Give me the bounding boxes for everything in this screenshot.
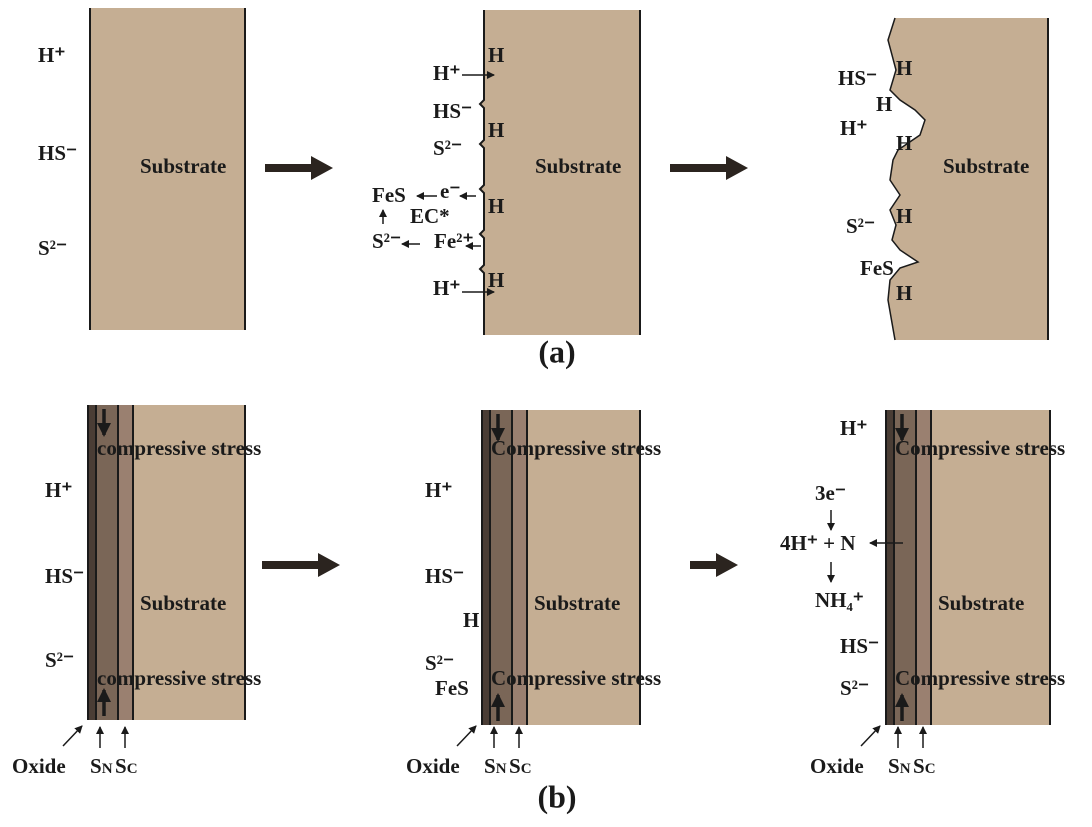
label: S²⁻: [372, 229, 401, 253]
label: H⁺: [425, 478, 452, 502]
label: Oxide: [810, 754, 864, 778]
layer-label: SN: [888, 754, 911, 778]
layer-label: SN: [484, 754, 507, 778]
edge-line: [480, 10, 484, 335]
symbol: S: [509, 754, 521, 778]
process-arrow: [265, 156, 333, 180]
layer-label: SN: [90, 754, 113, 778]
arrow: [457, 726, 476, 746]
label: HS⁻: [838, 66, 877, 90]
process-arrow: [262, 553, 340, 577]
label: FeS: [372, 183, 406, 207]
layer-label: SC: [509, 754, 532, 778]
label: 4H⁺ + N: [780, 531, 856, 555]
symbol: S: [484, 754, 496, 778]
subscript: N: [102, 761, 113, 777]
label: HS⁻: [433, 99, 472, 123]
label: H: [896, 131, 912, 155]
label: H⁺: [433, 276, 460, 300]
symbol: S: [913, 754, 925, 778]
label: HS⁻: [425, 564, 464, 588]
label: compressive stress: [97, 436, 261, 460]
label: Compressive stress: [491, 436, 661, 460]
layer-label: SC: [115, 754, 138, 778]
oxide-layer: [482, 410, 490, 725]
label: H: [488, 268, 504, 292]
label: H⁺: [45, 478, 72, 502]
label: H: [488, 194, 504, 218]
diagram: H⁺HS⁻S²⁻SubstrateH⁺HS⁻S²⁻H⁺HHHHFeSe⁻EC*S…: [0, 0, 1092, 827]
label: Substrate: [938, 591, 1024, 615]
label: e⁻: [440, 179, 460, 203]
label: H: [488, 43, 504, 67]
label: Substrate: [534, 591, 620, 615]
oxide-layer: [886, 410, 894, 725]
label: S²⁻: [38, 236, 67, 260]
label: H⁺: [840, 116, 867, 140]
label: NH₄⁺: [815, 588, 864, 612]
label: S²⁻: [45, 648, 74, 672]
label: Fe²⁺: [434, 229, 474, 253]
subscript: C: [521, 761, 532, 777]
label: Compressive stress: [895, 666, 1065, 690]
label: FeS: [860, 256, 894, 280]
label: H: [488, 118, 504, 142]
arrow: [861, 726, 880, 746]
label: (b): [537, 778, 576, 814]
symbol: S: [115, 754, 127, 778]
oxide-layer: [88, 405, 96, 720]
label: H: [896, 204, 912, 228]
label: H: [876, 92, 892, 116]
subscript: N: [900, 761, 911, 777]
label: H: [896, 56, 912, 80]
label: H⁺: [840, 416, 867, 440]
label: 3e⁻: [815, 481, 846, 505]
label: S²⁻: [846, 214, 875, 238]
label: compressive stress: [97, 666, 261, 690]
arrow: [63, 726, 82, 746]
process-arrow: [670, 156, 748, 180]
label: Compressive stress: [895, 436, 1065, 460]
process-arrow: [690, 553, 738, 577]
label: HS⁻: [840, 634, 879, 658]
label: HS⁻: [38, 141, 77, 165]
label: (a): [538, 333, 575, 369]
label: Oxide: [12, 754, 66, 778]
label: S²⁻: [425, 651, 454, 675]
label: HS⁻: [45, 564, 84, 588]
symbol: S: [90, 754, 102, 778]
label: Substrate: [140, 591, 226, 615]
subscript: C: [127, 761, 138, 777]
subscript: N: [496, 761, 507, 777]
label: H: [896, 281, 912, 305]
label: Substrate: [535, 154, 621, 178]
label: EC*: [410, 204, 450, 228]
label: H: [463, 608, 479, 632]
label: Substrate: [140, 154, 226, 178]
layer-label: SC: [913, 754, 936, 778]
label: Substrate: [943, 154, 1029, 178]
label: H⁺: [38, 43, 65, 67]
subscript: C: [925, 761, 936, 777]
symbol: S: [888, 754, 900, 778]
label: H⁺: [433, 61, 460, 85]
label: S²⁻: [840, 676, 869, 700]
label: Compressive stress: [491, 666, 661, 690]
label: S²⁻: [433, 136, 462, 160]
label: FeS: [435, 676, 469, 700]
label: Oxide: [406, 754, 460, 778]
